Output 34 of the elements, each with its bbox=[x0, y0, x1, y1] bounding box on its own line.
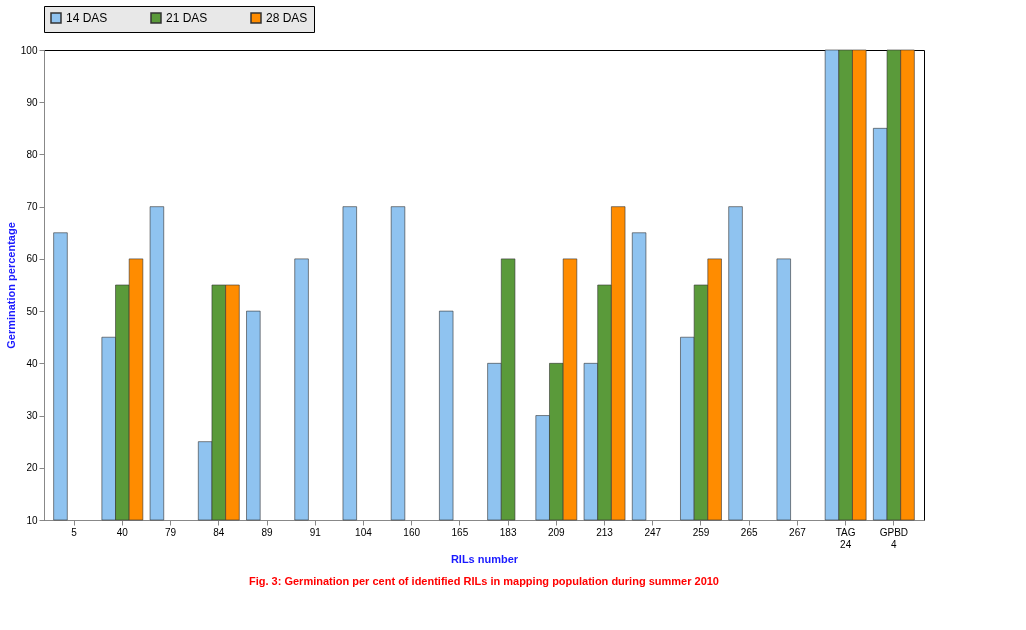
x-tick-label: 5 bbox=[71, 526, 78, 538]
y-tick-label: 70 bbox=[26, 201, 38, 213]
y-tick-label: 20 bbox=[26, 462, 38, 474]
x-tick-label: 183 bbox=[499, 526, 517, 538]
x-tick-label: 40 bbox=[116, 526, 129, 538]
x-tick-label: 213 bbox=[596, 526, 614, 538]
y-axis-title: Germination percentage bbox=[4, 222, 17, 349]
x-tick-label: 259 bbox=[692, 526, 710, 538]
x-tick-label: TAG 24 bbox=[835, 526, 856, 550]
y-tick-label: 40 bbox=[26, 357, 38, 369]
y-tick-label: 60 bbox=[26, 253, 38, 265]
x-tick-label: 267 bbox=[789, 526, 807, 538]
x-tick-label: 209 bbox=[547, 526, 566, 538]
x-tick-label: 89 bbox=[261, 526, 274, 538]
x-tick-label: 160 bbox=[403, 526, 421, 538]
legend-label: 14 DAS bbox=[66, 11, 108, 25]
x-tick-label: 91 bbox=[309, 526, 322, 538]
y-tick-label: 100 bbox=[20, 44, 38, 56]
x-tick-label: 247 bbox=[644, 526, 662, 538]
legend-label: 28 DAS bbox=[266, 11, 308, 25]
y-tick-label: 90 bbox=[26, 96, 38, 108]
x-tick-label: 84 bbox=[213, 526, 225, 538]
x-axis-title: RILs number bbox=[450, 552, 519, 565]
x-tick-label: 104 bbox=[355, 526, 373, 538]
y-tick-label: 10 bbox=[26, 514, 38, 526]
x-tick-label: 165 bbox=[451, 526, 469, 538]
x-tick-label: 79 bbox=[165, 526, 177, 538]
text: Fig. 3: Germination per cent of identified RILs in mapping population during summer 2010 bbox=[249, 575, 719, 587]
x-tick-label: 265 bbox=[740, 526, 758, 538]
x-tick-label: GPBD 4 bbox=[879, 526, 909, 550]
y-tick-label: 50 bbox=[26, 305, 38, 317]
y-tick-label: 30 bbox=[26, 410, 38, 422]
y-tick-label: 80 bbox=[26, 148, 38, 160]
legend-label: 21 DAS bbox=[166, 11, 208, 25]
